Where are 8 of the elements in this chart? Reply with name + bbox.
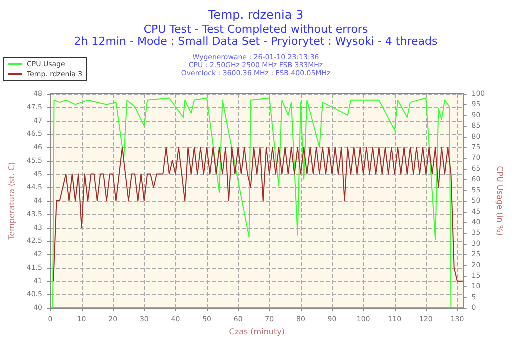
chart-title: Temp. rdzenia 3 xyxy=(207,8,304,22)
y-axis-title: Temperatura (st. C) xyxy=(8,162,16,241)
line-series xyxy=(52,98,452,309)
line-series xyxy=(53,147,464,282)
x-axis-title: Czas (minuty) xyxy=(229,328,285,336)
text: 2h 12min - Mode : Small Data Set - Pryiorytet : Wysoki - 4 threads xyxy=(74,35,438,48)
chart-subtitle: CPU Test - Test Completed without errors xyxy=(144,23,368,36)
y2-axis-title: CPU Usage (in %) xyxy=(496,166,504,236)
